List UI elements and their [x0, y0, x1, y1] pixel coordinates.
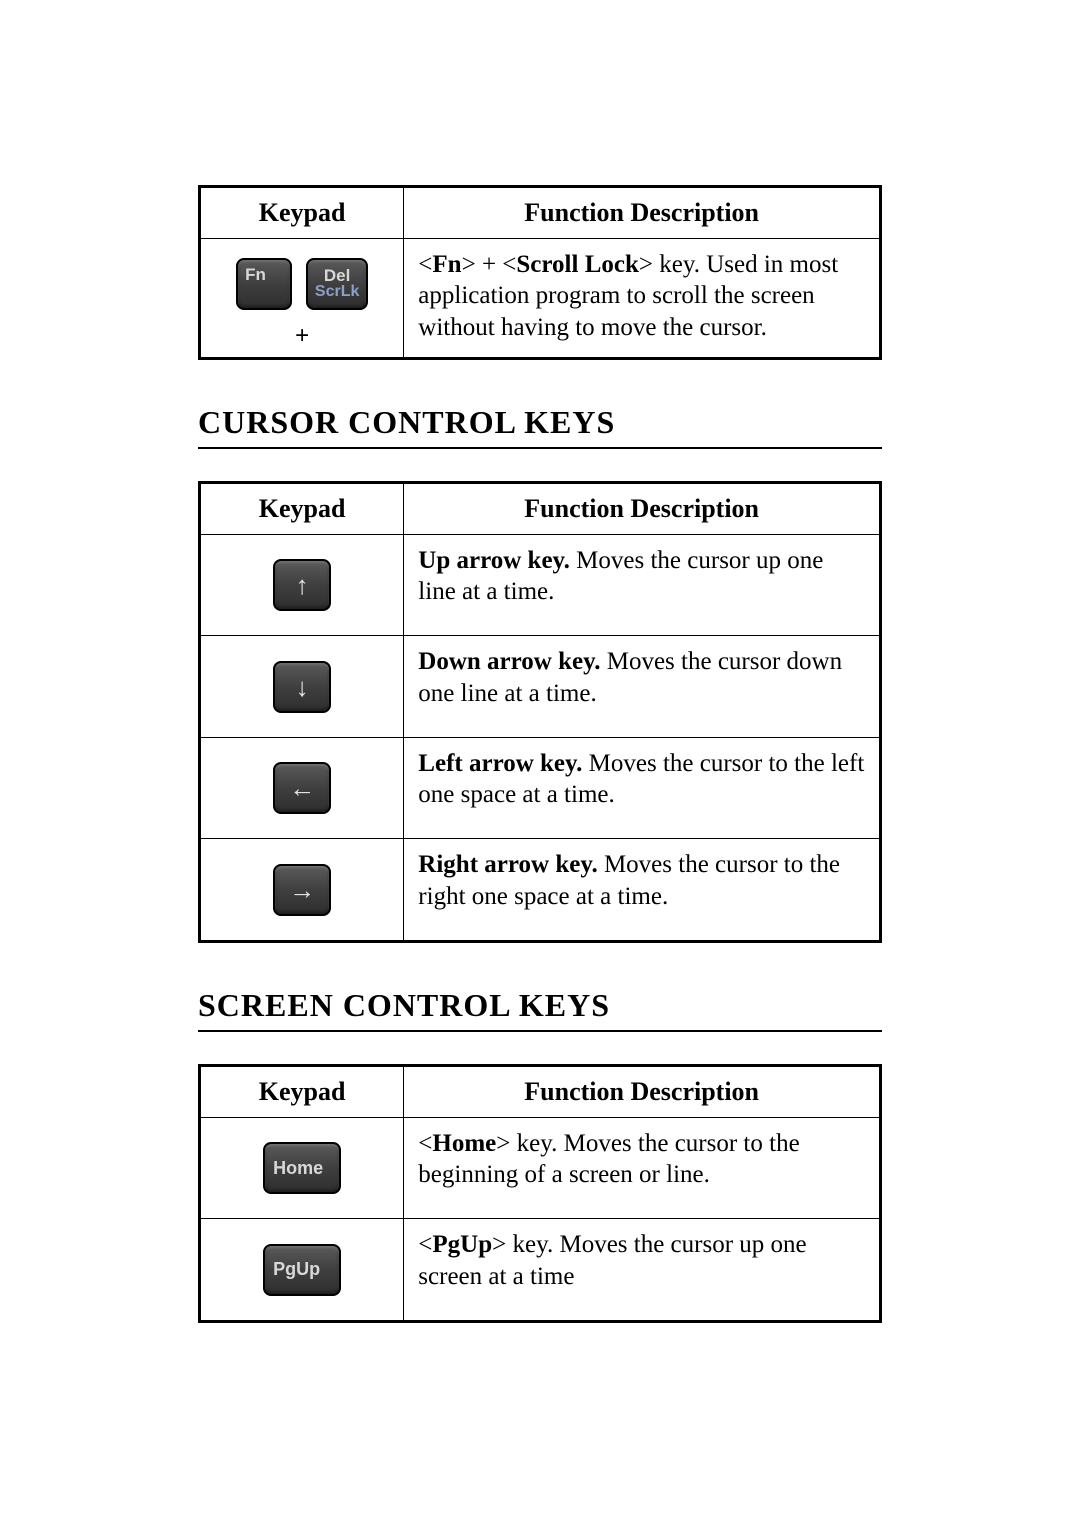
del-label: Del	[324, 267, 350, 285]
header-desc: Function Description	[404, 482, 881, 534]
header-keypad: Keypad	[200, 482, 404, 534]
plus-icon: +	[211, 322, 393, 350]
keypad-cell: PgUp	[200, 1219, 404, 1322]
keypad-cell: ↓	[200, 636, 404, 738]
cursor-keys-table: Keypad Function Description ↑ Up arrow k…	[198, 481, 882, 943]
desc-bold: Down arrow key.	[418, 648, 600, 675]
desc-text: <	[418, 1231, 432, 1258]
cursor-heading: CURSOR CONTROL KEYS	[198, 404, 882, 441]
desc-key1: Fn	[432, 251, 461, 278]
desc-bold: Right arrow key.	[418, 851, 597, 878]
keypad-cell: →	[200, 839, 404, 942]
screen-heading: SCREEN CONTROL KEYS	[198, 987, 882, 1024]
arrow-glyph: ←	[289, 775, 315, 801]
header-keypad: Keypad	[200, 1065, 404, 1117]
down-arrow-key-icon: ↓	[273, 661, 331, 713]
desc-cell: <Fn> + <Scroll Lock> key. Used in most a…	[404, 239, 881, 359]
desc-text: <	[418, 251, 432, 278]
up-arrow-key-icon: ↑	[273, 559, 331, 611]
keypad-cell: Home	[200, 1117, 404, 1219]
desc-cell: <PgUp> key. Moves the cursor up one scre…	[404, 1219, 881, 1322]
table-row: PgUp <PgUp> key. Moves the cursor up one…	[200, 1219, 881, 1322]
del-scrlk-key-icon: Del ScrLk	[306, 258, 368, 310]
screen-keys-table: Keypad Function Description Home <Home> …	[198, 1064, 882, 1323]
fn-key-icon: Fn	[236, 258, 292, 310]
keypad-cell: ←	[200, 737, 404, 839]
divider	[198, 447, 882, 449]
table-row: ↓ Down arrow key. Moves the cursor down …	[200, 636, 881, 738]
desc-bold: Left arrow key.	[418, 750, 582, 777]
right-arrow-key-icon: →	[273, 864, 331, 916]
table-row: ↑ Up arrow key. Moves the cursor up one …	[200, 534, 881, 636]
table-row: Fn Del ScrLk + <Fn> + <Scroll Lock> key.…	[200, 239, 881, 359]
desc-cell: <Home> key. Moves the cursor to the begi…	[404, 1117, 881, 1219]
table-row: → Right arrow key. Moves the cursor to t…	[200, 839, 881, 942]
arrow-glyph: →	[289, 877, 315, 903]
pgup-key-icon: PgUp	[263, 1244, 341, 1296]
desc-bold: Up arrow key.	[418, 547, 570, 574]
desc-cell: Up arrow key. Moves the cursor up one li…	[404, 534, 881, 636]
keypad-cell: ↑	[200, 534, 404, 636]
desc-key2: Scroll Lock	[516, 251, 638, 278]
scroll-lock-table: Keypad Function Description Fn Del ScrLk…	[198, 185, 882, 360]
divider	[198, 1030, 882, 1032]
keypad-cell: Fn Del ScrLk +	[200, 239, 404, 359]
desc-cell: Down arrow key. Moves the cursor down on…	[404, 636, 881, 738]
desc-text: <	[418, 1130, 432, 1157]
header-desc: Function Description	[404, 187, 881, 239]
home-key-icon: Home	[263, 1142, 341, 1194]
header-desc: Function Description	[404, 1065, 881, 1117]
arrow-glyph: ↑	[296, 572, 309, 598]
desc-cell: Right arrow key. Moves the cursor to the…	[404, 839, 881, 942]
table-row: Home <Home> key. Moves the cursor to the…	[200, 1117, 881, 1219]
header-keypad: Keypad	[200, 187, 404, 239]
desc-bold: PgUp	[432, 1231, 492, 1258]
scrlk-label: ScrLk	[315, 284, 359, 301]
left-arrow-key-icon: ←	[273, 762, 331, 814]
desc-bold: Home	[432, 1130, 496, 1157]
table-row: ← Left arrow key. Moves the cursor to th…	[200, 737, 881, 839]
arrow-glyph: ↓	[296, 674, 309, 700]
desc-text: > + <	[462, 251, 517, 278]
desc-cell: Left arrow key. Moves the cursor to the …	[404, 737, 881, 839]
